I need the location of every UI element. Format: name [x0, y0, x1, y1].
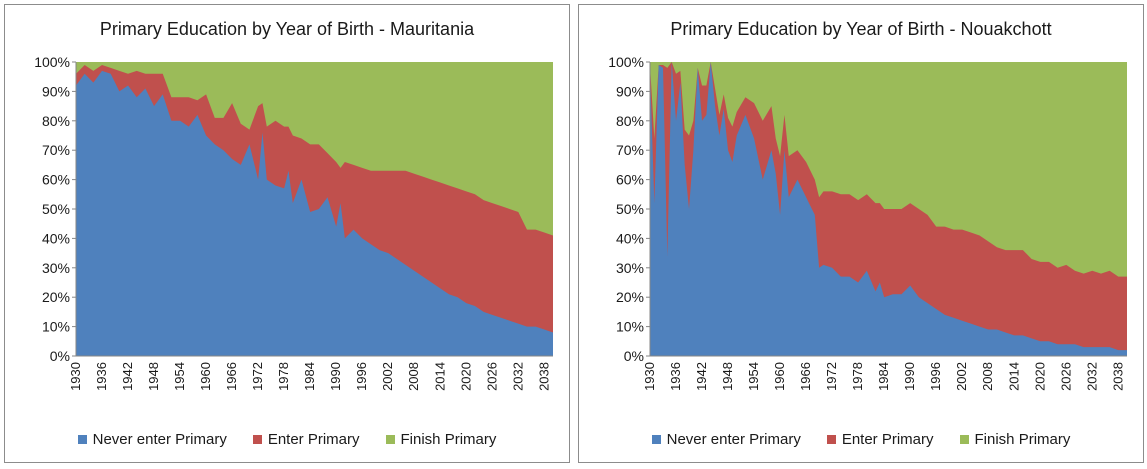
- x-tick-label: 1942: [120, 362, 135, 391]
- x-tick-label: 1936: [94, 362, 109, 391]
- legend-item-finish: Finish Primary: [385, 431, 497, 448]
- x-tick-label: 1960: [198, 362, 213, 391]
- x-tick-label: 2002: [954, 362, 969, 391]
- x-tick-label: 1930: [68, 362, 83, 391]
- x-tick-label: 1990: [902, 362, 917, 391]
- x-tick-label: 1948: [146, 362, 161, 391]
- x-tick-label: 2014: [1006, 362, 1021, 391]
- x-tick-label: 2020: [1032, 362, 1047, 391]
- legend-swatch-never: [77, 435, 87, 444]
- y-tick-label: 60%: [42, 172, 70, 188]
- x-tick-label: 1954: [746, 362, 761, 391]
- y-tick-label: 40%: [42, 230, 70, 246]
- legend-swatch-never: [651, 435, 661, 444]
- x-tick-label: 1972: [824, 362, 839, 391]
- x-tick-label: 1960: [772, 362, 787, 391]
- x-tick-label: 1966: [224, 362, 239, 391]
- chart-title: Primary Education by Year of Birth - Nou…: [670, 19, 1052, 39]
- x-tick-label: 1978: [850, 362, 865, 391]
- y-tick-label: 100%: [34, 54, 70, 70]
- x-tick-label: 1930: [642, 362, 657, 391]
- legend-item-finish: Finish Primary: [959, 431, 1071, 448]
- y-tick-label: 30%: [42, 260, 70, 276]
- x-tick-label: 1954: [172, 362, 187, 391]
- y-tick-label: 20%: [616, 289, 644, 305]
- x-tick-label: 1990: [328, 362, 343, 391]
- x-tick-label: 2038: [1110, 362, 1125, 391]
- y-tick-label: 0%: [50, 348, 70, 364]
- x-tick-label: 1966: [798, 362, 813, 391]
- chart-title: Primary Education by Year of Birth - Mau…: [99, 19, 475, 39]
- y-tick-label: 40%: [616, 230, 644, 246]
- chart-panel-mauritania: Primary Education by Year of Birth - Mau…: [4, 4, 570, 463]
- legend-label-never: Never enter Primary: [666, 431, 801, 448]
- plot-area-nouakchott: 0% 10% 20% 30% 40% 50% 60% 70% 80% 90% 100% 1930 193…: [608, 54, 1127, 391]
- legend-label-enter: Enter Primary: [267, 431, 360, 448]
- x-tick-label: 2020: [458, 362, 473, 391]
- x-tick-label: 2008: [980, 362, 995, 391]
- x-tick-label: 1996: [928, 362, 943, 391]
- legend-item-enter: Enter Primary: [826, 431, 934, 448]
- x-tick-label: 1978: [276, 362, 291, 391]
- legend-swatch-finish: [959, 435, 969, 444]
- legend: Never enter Primary Enter Primary Finish…: [5, 431, 569, 448]
- y-tick-label: 90%: [42, 83, 70, 99]
- y-tick-label: 80%: [616, 113, 644, 129]
- x-tick-label: 2032: [510, 362, 525, 391]
- x-tick-label: 2032: [1084, 362, 1099, 391]
- y-tick-label: 50%: [42, 201, 70, 217]
- legend-label-finish: Finish Primary: [974, 431, 1071, 448]
- y-tick-label: 70%: [616, 142, 644, 158]
- legend: Never enter Primary Enter Primary Finish…: [579, 431, 1143, 448]
- y-tick-label: 10%: [42, 319, 70, 335]
- x-tick-label: 1984: [302, 362, 317, 391]
- x-tick-label: 1972: [250, 362, 265, 391]
- y-tick-label: 50%: [616, 201, 644, 217]
- legend-swatch-enter: [826, 435, 836, 444]
- x-tick-label: 2038: [536, 362, 551, 391]
- area-never-enter-primary: [76, 70, 553, 356]
- x-tick-label: 1942: [694, 362, 709, 391]
- legend-item-never: Never enter Primary: [651, 431, 801, 448]
- plot-area-mauritania: 0% 10% 20% 30% 40% 50% 60% 70% 80% 90% 100% 1930 193…: [34, 54, 553, 391]
- y-tick-label: 100%: [608, 54, 644, 70]
- legend-item-never: Never enter Primary: [77, 431, 227, 448]
- x-tick-label: 2002: [380, 362, 395, 391]
- x-tick-label: 1936: [668, 362, 683, 391]
- legend-item-enter: Enter Primary: [252, 431, 360, 448]
- x-tick-label: 1996: [354, 362, 369, 391]
- legend-label-finish: Finish Primary: [400, 431, 497, 448]
- x-tick-label: 1948: [720, 362, 735, 391]
- y-tick-label: 0%: [624, 348, 644, 364]
- x-tick-label: 2014: [432, 362, 447, 391]
- y-tick-label: 60%: [616, 172, 644, 188]
- legend-swatch-enter: [252, 435, 262, 444]
- legend-label-enter: Enter Primary: [841, 431, 934, 448]
- x-tick-label: 2026: [484, 362, 499, 391]
- area-never-enter-primary: [650, 62, 1127, 356]
- y-tick-label: 30%: [616, 260, 644, 276]
- x-tick-label: 2026: [1058, 362, 1073, 391]
- chart-panel-nouakchott: Primary Education by Year of Birth - Nou…: [578, 4, 1144, 463]
- x-tick-label: 2008: [406, 362, 421, 391]
- legend-label-never: Never enter Primary: [92, 431, 227, 448]
- x-tick-label: 1984: [876, 362, 891, 391]
- y-tick-label: 90%: [616, 83, 644, 99]
- y-tick-label: 10%: [616, 319, 644, 335]
- y-tick-label: 20%: [42, 289, 70, 305]
- y-tick-label: 80%: [42, 113, 70, 129]
- y-tick-label: 70%: [42, 142, 70, 158]
- legend-swatch-finish: [385, 435, 395, 444]
